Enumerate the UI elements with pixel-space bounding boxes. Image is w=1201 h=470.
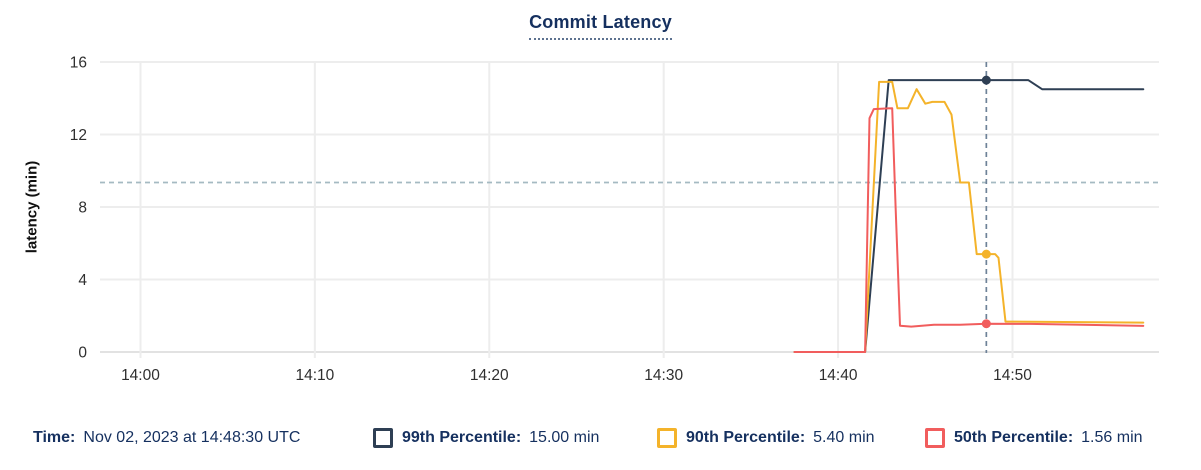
time-value: Nov 02, 2023 at 14:48:30 UTC [83,429,301,446]
time-label: Time: [33,429,76,446]
x-tick-label-14:00: 14:00 [121,367,160,384]
series-line-90th-percentile [793,80,1145,353]
legend-item-99th-percentile[interactable]: 99th Percentile: 15.00 min [373,424,599,452]
p50-value: 1.56 min [1081,429,1143,446]
p50-label: 50th Percentile: [954,429,1074,446]
y-tick-label-12: 12 [70,127,87,144]
x-tick-label-14:50: 14:50 [993,367,1032,384]
chart-legend: Time: Nov 02, 2023 at 14:48:30 UTC 99th … [0,424,1201,454]
series-line-50th-percentile [793,107,1145,353]
p99-swatch-icon [373,428,393,448]
p50-swatch-icon [925,428,945,448]
cursor-dot-99th-percentile [981,75,991,85]
cursor-timestamp: Time: Nov 02, 2023 at 14:48:30 UTC [33,424,300,452]
p90-swatch-icon [657,428,677,448]
legend-item-50th-percentile[interactable]: 50th Percentile: 1.56 min [925,424,1143,452]
cursor-dot-50th-percentile [981,319,991,329]
y-tick-label-4: 4 [78,272,87,289]
x-tick-label-14:40: 14:40 [819,367,858,384]
cursor-dot-90th-percentile [981,249,991,259]
y-tick-label-16: 16 [70,54,87,71]
y-tick-label-8: 8 [78,199,87,216]
legend-item-90th-percentile[interactable]: 90th Percentile: 5.40 min [657,424,875,452]
latency-chart-plot[interactable]: 0 4 8 12 16 14:00 14:10 14:20 14:30 14:40 14:50 [0,0,1201,402]
p90-value: 5.40 min [813,429,875,446]
x-tick-label-14:20: 14:20 [470,367,509,384]
y-tick-label-0: 0 [78,344,87,361]
p90-label: 90th Percentile: [686,429,806,446]
x-tick-label-14:30: 14:30 [644,367,683,384]
chart-header: Commit Latency [0,12,1201,40]
y-axis-title: latency (min) [23,160,41,254]
chart-title[interactable]: Commit Latency [529,12,672,40]
p99-label: 99th Percentile: [402,429,522,446]
p99-value: 15.00 min [529,429,600,446]
series-line-99th-percentile [793,79,1145,353]
x-tick-label-14:10: 14:10 [295,367,334,384]
